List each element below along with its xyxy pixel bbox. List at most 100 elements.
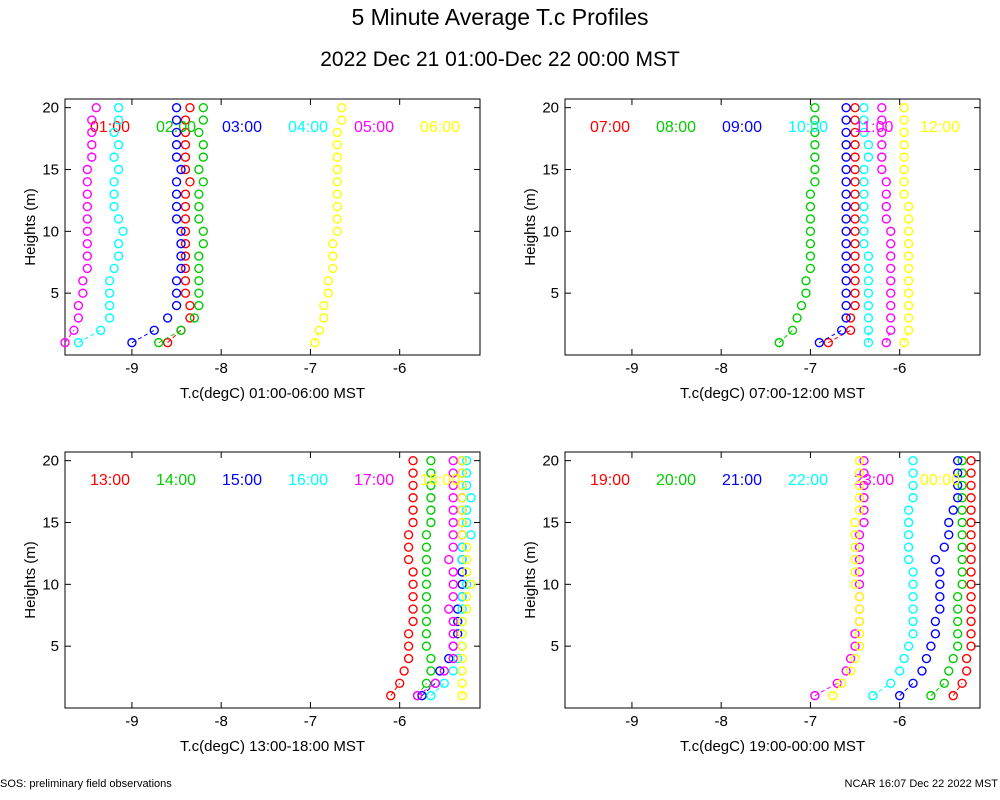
- data-point: [198, 115, 209, 125]
- data-point: [877, 140, 887, 150]
- data-point: [957, 530, 967, 540]
- data-point: [426, 455, 436, 466]
- data-point: [841, 115, 851, 125]
- data-point: [452, 604, 463, 614]
- data-point: [903, 276, 914, 286]
- footer-left-note: SOS: preliminary field observations: [0, 778, 172, 790]
- data-point: [435, 666, 445, 676]
- data-point: [171, 201, 182, 212]
- data-point: [908, 629, 918, 639]
- data-point: [886, 678, 896, 688]
- data-point: [457, 554, 467, 565]
- data-point: [82, 238, 93, 249]
- series-near-surface-link: [778, 329, 793, 344]
- data-point: [180, 288, 191, 298]
- data-point: [966, 455, 976, 466]
- data-point: [194, 300, 204, 311]
- data-point: [854, 554, 865, 565]
- data-point: [859, 214, 869, 224]
- y-tick-label: 5: [51, 285, 59, 302]
- y-tick-label: 10: [42, 576, 59, 593]
- data-point: [850, 102, 860, 113]
- data-point: [180, 251, 191, 261]
- data-point: [461, 591, 472, 602]
- data-point: [828, 690, 838, 701]
- data-point: [180, 214, 191, 224]
- data-point: [332, 127, 342, 138]
- data-point: [457, 629, 467, 639]
- data-point: [421, 542, 432, 552]
- plot-frame: [564, 451, 981, 709]
- data-point: [854, 629, 865, 639]
- data-point: [841, 177, 851, 187]
- chart-panel-2: -9 -8 -7 -6 5 10 15 20 T.c(degC) 07:00-12:00 MST…: [522, 98, 981, 402]
- data-point: [903, 505, 914, 515]
- data-point: [171, 127, 182, 138]
- data-point: [457, 653, 467, 664]
- data-point: [908, 616, 918, 627]
- chart-panel-3: -9 -8 -7 -6 5 10 15 20 T.c(degC) 13:00-18:00 MST…: [22, 451, 481, 755]
- data-point: [805, 251, 816, 261]
- data-point: [899, 152, 909, 162]
- data-point: [171, 189, 182, 199]
- data-point: [957, 505, 967, 515]
- series-0600: [310, 102, 347, 348]
- series-0800: [774, 102, 820, 348]
- data-point: [899, 102, 909, 113]
- y-axis-label: Heights (m): [22, 541, 39, 619]
- data-point: [952, 455, 963, 466]
- data-point: [805, 226, 816, 237]
- data-point: [457, 591, 467, 602]
- data-point: [935, 567, 945, 577]
- data-point: [113, 238, 124, 249]
- data-point: [104, 313, 115, 323]
- data-point: [957, 567, 967, 577]
- data-point: [903, 238, 914, 249]
- data-point: [903, 251, 914, 261]
- data-point: [113, 251, 124, 261]
- series-near-surface-link: [421, 682, 436, 697]
- data-point: [863, 276, 874, 286]
- series-1400: [412, 455, 436, 701]
- series-1600: [426, 455, 476, 701]
- data-point: [850, 263, 860, 274]
- data-point: [323, 288, 333, 298]
- data-point: [78, 288, 88, 298]
- data-point: [180, 238, 191, 249]
- data-point: [863, 288, 874, 298]
- data-point: [452, 653, 463, 664]
- data-point: [189, 313, 200, 323]
- data-point: [952, 591, 963, 602]
- data-point: [810, 102, 820, 113]
- data-point: [850, 164, 860, 175]
- data-point: [176, 238, 186, 249]
- x-tick-label: -8: [715, 713, 728, 730]
- series-near-surface-link: [390, 682, 401, 696]
- data-point: [421, 604, 432, 614]
- data-point: [966, 493, 976, 503]
- data-point: [899, 140, 909, 150]
- legend-entry-2000: 20:00: [656, 472, 696, 489]
- data-point: [966, 629, 976, 639]
- data-point: [774, 337, 784, 348]
- data-point: [118, 226, 128, 237]
- data-point: [850, 530, 860, 540]
- data-point: [863, 300, 874, 311]
- data-point: [457, 530, 467, 540]
- data-point: [886, 276, 896, 286]
- data-point: [841, 152, 851, 162]
- data-point: [926, 641, 936, 651]
- data-point: [332, 164, 342, 175]
- data-point: [461, 468, 472, 478]
- data-point: [461, 480, 472, 491]
- data-point: [877, 102, 887, 113]
- data-point: [198, 177, 209, 187]
- data-point: [176, 251, 186, 261]
- data-point: [841, 140, 851, 150]
- data-point: [850, 140, 860, 150]
- data-point: [859, 201, 869, 212]
- data-point: [104, 300, 115, 311]
- data-point: [859, 505, 869, 515]
- data-point: [850, 214, 860, 224]
- data-point: [87, 140, 97, 150]
